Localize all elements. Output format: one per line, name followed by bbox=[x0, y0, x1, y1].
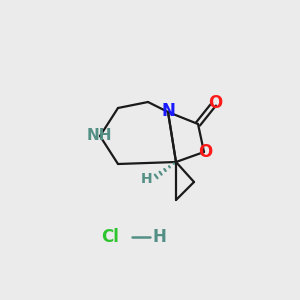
Text: NH: NH bbox=[86, 128, 112, 143]
Text: Cl: Cl bbox=[101, 228, 119, 246]
Text: O: O bbox=[198, 143, 212, 161]
Text: H: H bbox=[153, 228, 167, 246]
Text: N: N bbox=[161, 102, 175, 120]
Text: H: H bbox=[141, 172, 153, 186]
Text: O: O bbox=[208, 94, 222, 112]
